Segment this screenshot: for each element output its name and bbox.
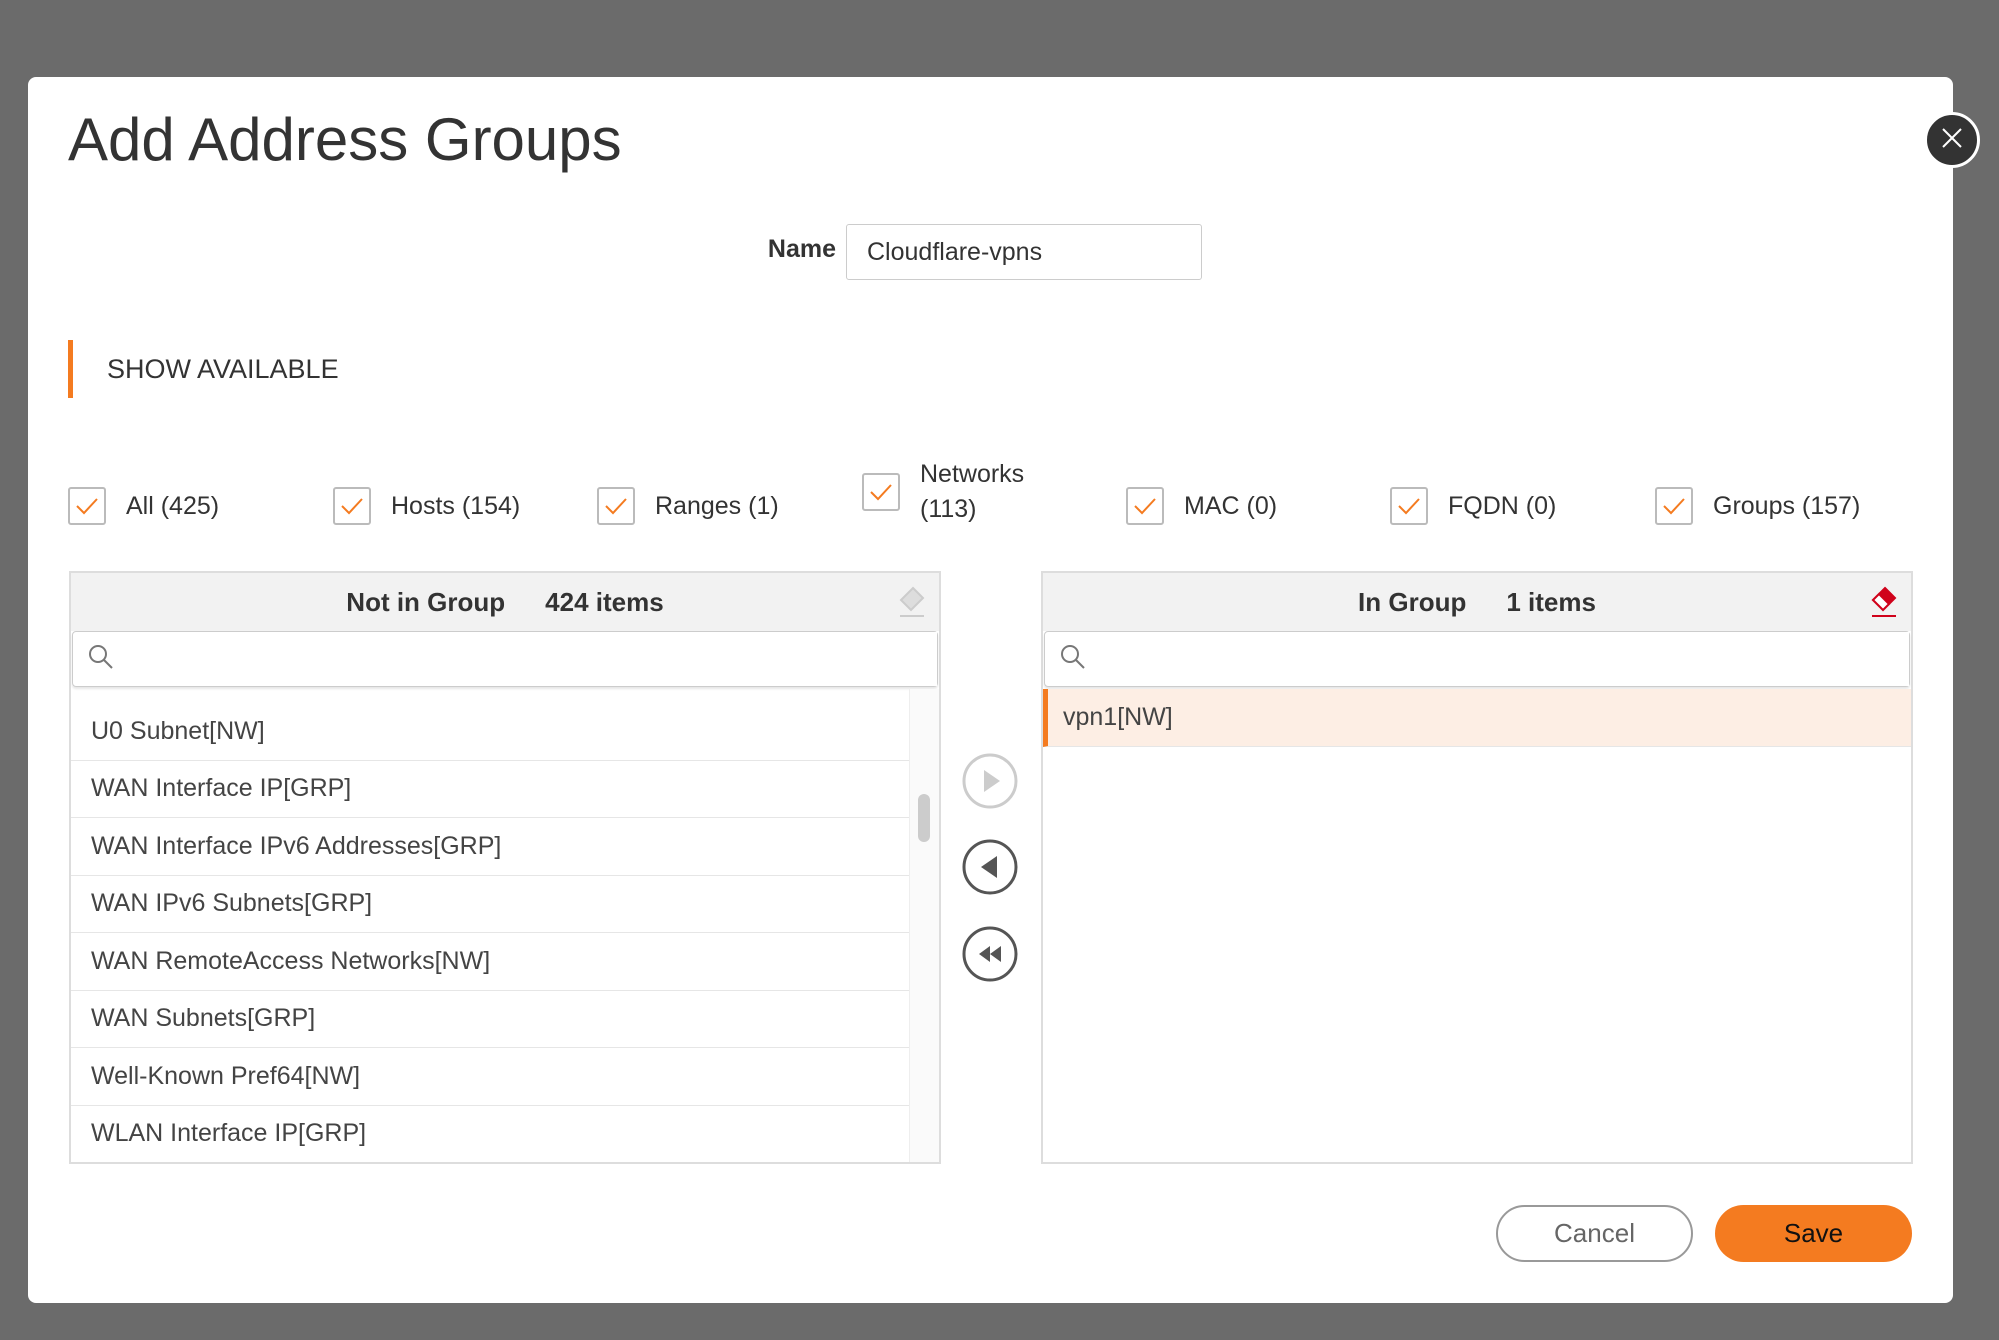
list-item[interactable]: U0 Subnet[NW] [71, 703, 909, 761]
filter-checkbox[interactable]: All (425) [68, 487, 219, 525]
cancel-button[interactable]: Cancel [1496, 1205, 1693, 1262]
filter-label: Ranges (1) [655, 491, 779, 520]
list-item[interactable]: WAN Interface IPv6 Addresses[GRP] [71, 818, 909, 876]
checkbox[interactable] [1126, 487, 1164, 525]
search-icon [1059, 643, 1087, 676]
filter-label: MAC (0) [1184, 491, 1278, 520]
filter-checkbox[interactable]: Hosts (154) [333, 487, 520, 525]
not-in-group-title: Not in Group [346, 586, 506, 617]
checkbox[interactable] [862, 473, 900, 511]
checkbox[interactable] [68, 487, 106, 525]
in-group-panel: In Group 1 items vpn1[NW] [1041, 571, 1913, 1164]
remove-from-group-button[interactable] [962, 839, 1018, 895]
not-in-group-panel: Not in Group 424 items U0 Subnet[NW] WAN … [69, 571, 941, 1164]
checkbox[interactable] [597, 487, 635, 525]
in-group-title: In Group [1358, 586, 1467, 617]
checkbox[interactable] [333, 487, 371, 525]
save-button[interactable]: Save [1715, 1205, 1912, 1262]
scrollbar-thumb[interactable] [918, 794, 930, 842]
filter-label: FQDN (0) [1448, 491, 1557, 520]
check-icon [341, 498, 363, 515]
filter-label: Hosts (154) [391, 491, 521, 520]
show-available-heading: SHOW AVAILABLE [68, 340, 339, 398]
add-address-groups-dialog: Add Address Groups Name SHOW AVAILABLE A… [28, 77, 1953, 1303]
list-item[interactable]: WAN Subnets[GRP] [71, 991, 909, 1048]
check-icon [605, 498, 627, 515]
list-item[interactable]: WAN IPv6 Subnets[GRP] [71, 876, 909, 933]
filter-checkbox[interactable]: MAC (0) [1126, 487, 1277, 525]
in-group-count: 1 items [1506, 586, 1596, 617]
check-icon [1663, 498, 1685, 515]
check-icon [76, 498, 98, 515]
checkbox[interactable] [1390, 487, 1428, 525]
close-icon [1940, 126, 1964, 155]
name-input[interactable] [846, 224, 1202, 280]
checkbox[interactable] [1655, 487, 1693, 525]
filter-checkbox[interactable]: Groups (157) [1655, 487, 1860, 525]
not-in-group-search-input[interactable] [125, 632, 937, 686]
dialog-title: Add Address Groups [68, 106, 622, 173]
filter-label: Groups (157) [1713, 491, 1861, 520]
search-icon [87, 643, 115, 676]
check-icon [1134, 498, 1156, 515]
filter-checkbox[interactable]: Networks (113) [862, 460, 1024, 527]
close-button[interactable] [1924, 112, 1980, 168]
check-icon [870, 484, 892, 501]
list-item[interactable]: WAN RemoteAccess Networks[NW] [71, 933, 909, 991]
list-item[interactable]: Well-Known Pref64[NW] [71, 1048, 909, 1106]
filter-checkbox[interactable]: Ranges (1) [597, 487, 779, 525]
filter-label: All (425) [126, 491, 220, 520]
check-icon [1398, 498, 1420, 515]
list-item[interactable]: vpn1[NW] [1043, 689, 1911, 747]
list-item[interactable]: WAN Interface IP[GRP] [71, 761, 909, 818]
filter-label: Networks (113) [920, 460, 1025, 523]
list-item[interactable]: WLAN Interface IP[GRP] [71, 1106, 909, 1163]
in-group-search[interactable] [1044, 631, 1910, 687]
not-in-group-search[interactable] [72, 631, 938, 687]
name-label: Name [767, 235, 836, 263]
clear-eraser-icon[interactable] [1869, 585, 1899, 626]
remove-all-button[interactable] [962, 926, 1018, 982]
in-group-search-input[interactable] [1097, 632, 1909, 686]
scrollbar[interactable] [909, 689, 939, 1162]
add-to-group-button[interactable] [962, 753, 1018, 809]
clear-eraser-icon[interactable] [897, 585, 927, 626]
not-in-group-count: 424 items [545, 586, 664, 617]
filter-checkbox[interactable]: FQDN (0) [1390, 487, 1556, 525]
